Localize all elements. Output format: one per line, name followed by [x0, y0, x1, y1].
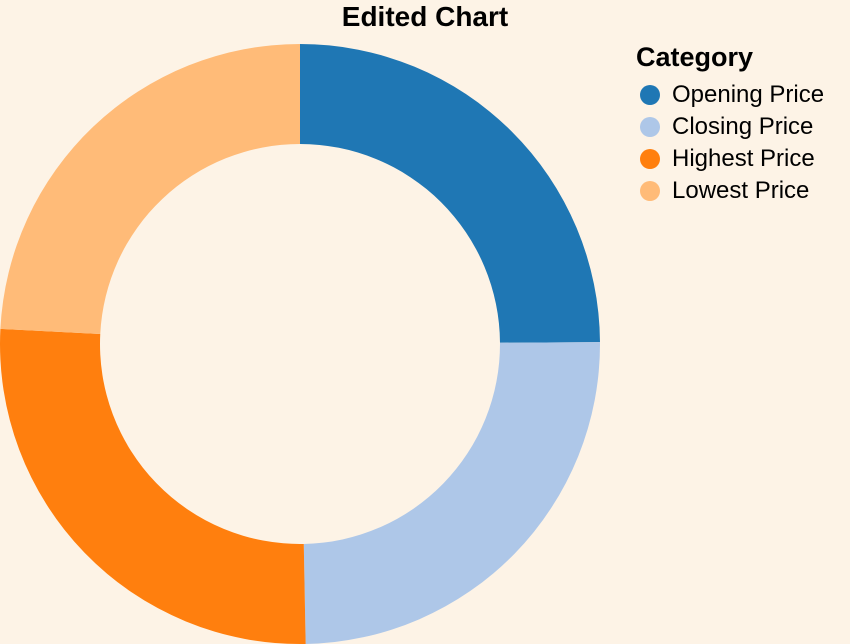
slice-lowest-price	[0, 44, 301, 334]
legend-item: Highest Price	[636, 143, 824, 175]
legend-title: Category	[636, 42, 754, 72]
slice-opening-price	[300, 44, 600, 343]
legend-swatch	[640, 181, 660, 201]
legend-label: Highest Price	[672, 145, 815, 172]
legend-label: Lowest Price	[672, 177, 810, 204]
legend-item: Closing Price	[636, 111, 824, 143]
chart-title: Edited Chart	[341, 1, 509, 32]
legend-swatch	[640, 149, 660, 169]
legend-label: Closing Price	[672, 113, 814, 140]
slice-closing-price	[303, 342, 600, 644]
legend-item: Opening Price	[636, 79, 824, 111]
legend: Category Opening Price Closing Price Highe…	[636, 42, 824, 207]
legend-swatch	[640, 85, 660, 105]
legend-swatch	[640, 117, 660, 137]
legend-label: Opening Price	[672, 81, 825, 108]
slice-highest-price	[0, 328, 306, 644]
legend-item: Lowest Price	[636, 175, 824, 207]
